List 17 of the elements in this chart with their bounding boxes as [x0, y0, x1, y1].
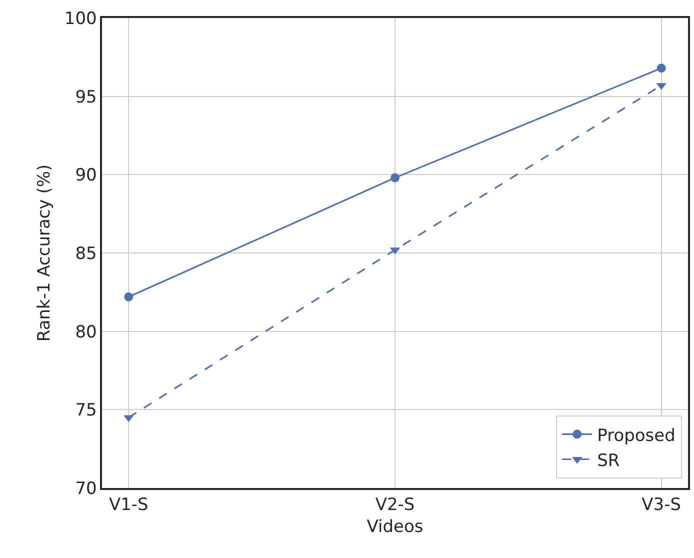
legend-label: SR	[597, 450, 620, 471]
y-tick-label: 70	[75, 478, 97, 499]
point	[390, 173, 400, 182]
x-tick-label: V2-S	[375, 495, 415, 516]
y-axis-title: Rank-1 Accuracy (%)	[34, 164, 54, 342]
y-tick-label: 85	[75, 244, 97, 264]
x-tick-label: V3-S	[642, 495, 682, 516]
y-tick-label: 95	[75, 87, 97, 108]
y-tick-label: 80	[75, 322, 97, 342]
point	[124, 292, 134, 302]
x-tick-label: V1-S	[108, 495, 148, 516]
y-tick-label: 100	[64, 8, 97, 29]
x-axis-title: Videos	[366, 517, 424, 538]
y-tick-label: 90	[75, 166, 97, 186]
legend-label: Proposed	[597, 426, 676, 446]
point	[656, 64, 666, 73]
y-tick-label: 75	[75, 400, 97, 421]
